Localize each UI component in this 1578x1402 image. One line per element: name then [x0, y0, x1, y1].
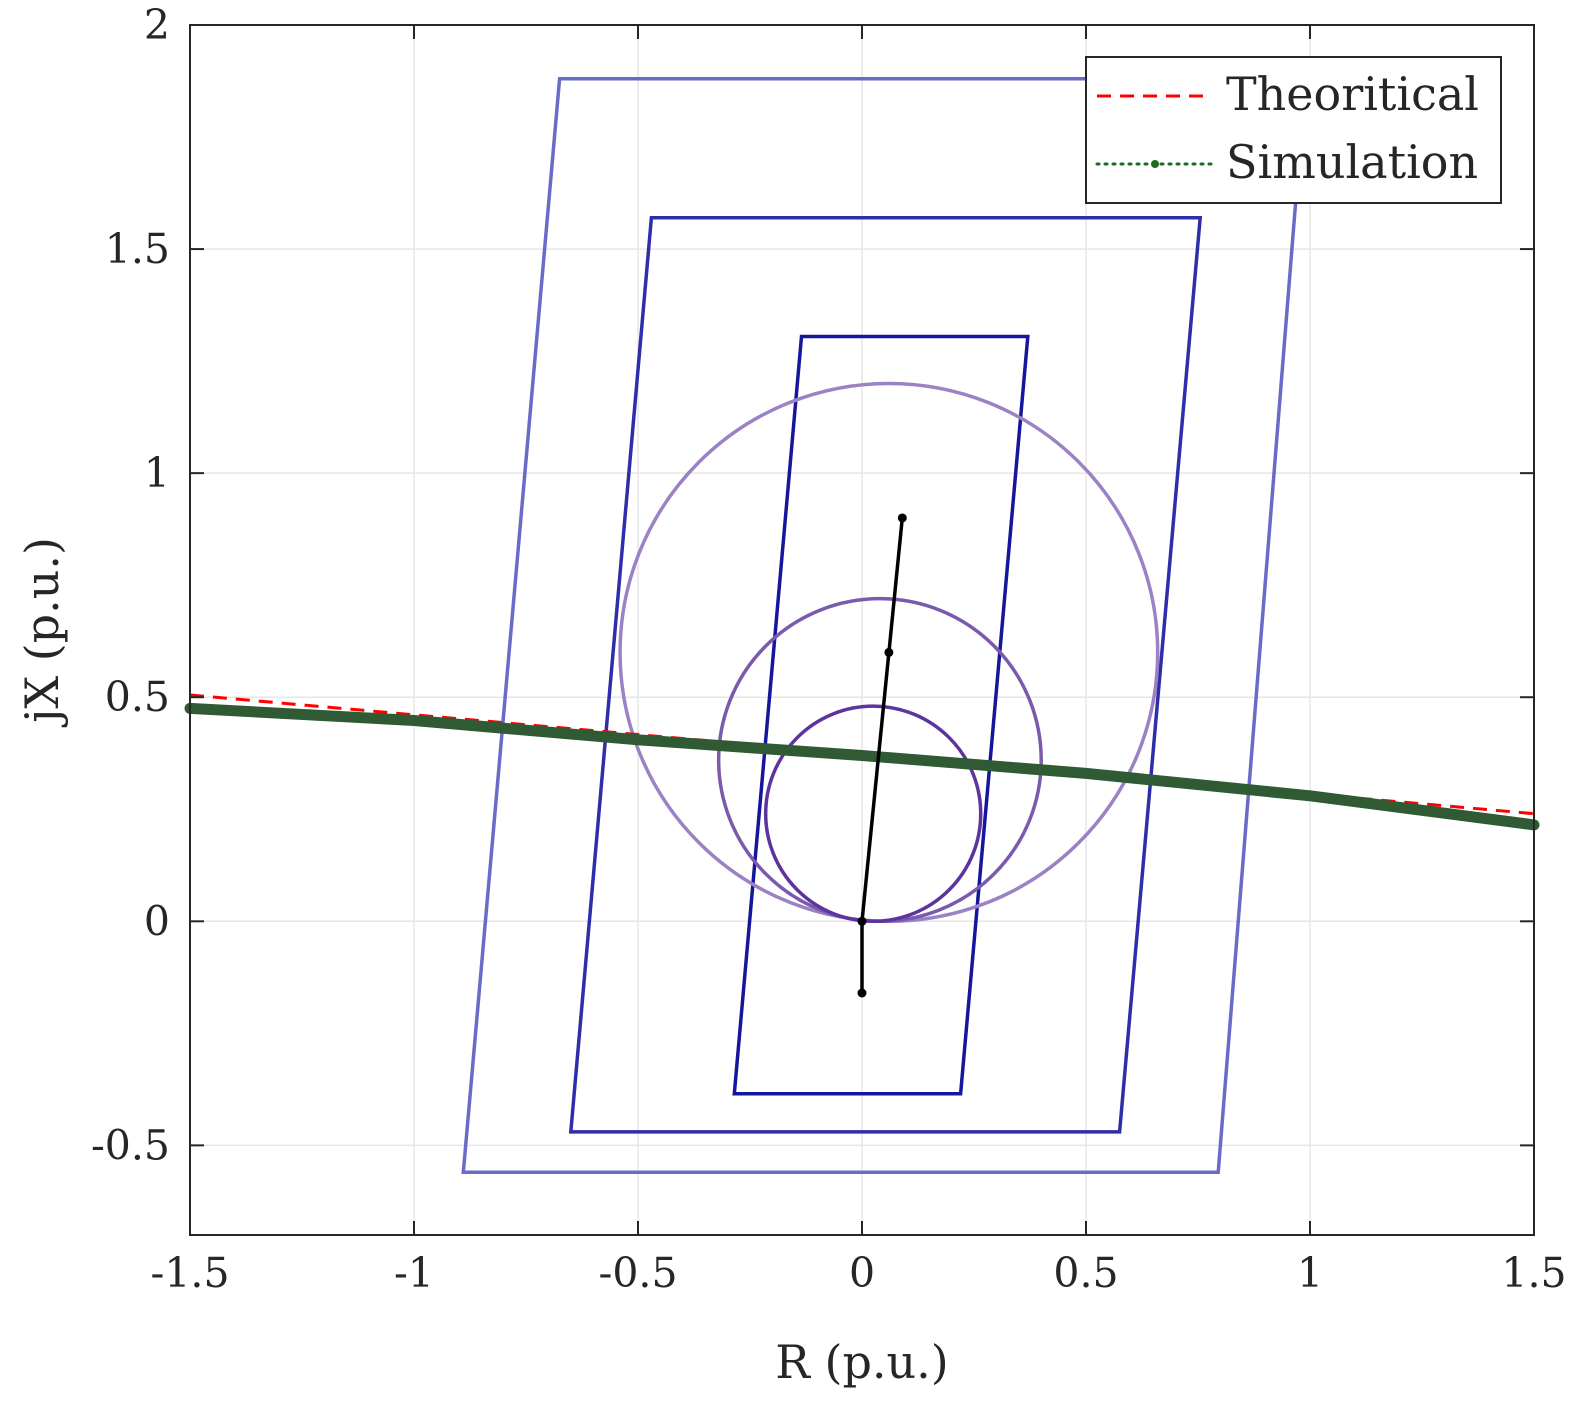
legend-marker-simulation — [1151, 160, 1159, 168]
x-tick-label: 1.5 — [1501, 1249, 1566, 1297]
x-tick-label: 1 — [1297, 1249, 1323, 1297]
x-tick-label: 0 — [849, 1249, 875, 1297]
line-impedance-point — [884, 647, 894, 657]
legend: Theoritical Simulation — [1085, 56, 1502, 204]
line-impedance-point — [857, 916, 867, 926]
y-tick-label: -0.5 — [91, 1121, 170, 1169]
zone-circle-6 — [763, 704, 983, 924]
x-axis-label: R (p.u.) — [775, 1335, 948, 1389]
protection-zones — [461, 77, 1308, 1175]
series-line-simulation — [184, 702, 1540, 831]
y-axis-label: jX (p.u.) — [15, 537, 69, 728]
line-impedance — [857, 513, 907, 998]
legend-box — [1085, 56, 1502, 204]
grid — [189, 24, 1535, 1235]
legend-label-simulation: Simulation — [1226, 135, 1478, 189]
x-tick-label: -1 — [394, 1249, 434, 1297]
zone-polygon-1 — [461, 77, 1308, 1175]
axis-ticks — [189, 24, 1535, 1235]
x-tick-label: -0.5 — [598, 1249, 677, 1297]
y-tick-label: 2 — [144, 1, 170, 49]
series-lines — [184, 693, 1540, 831]
x-tick-label: -1.5 — [150, 1249, 229, 1297]
zone-polygon-2 — [568, 215, 1203, 1134]
x-tick-label: 0.5 — [1053, 1249, 1118, 1297]
y-tick-label: 1 — [144, 449, 170, 497]
y-tick-label: 0.5 — [105, 673, 170, 721]
y-tick-label: 0 — [144, 897, 170, 945]
x-tick-labels: -1.5 -1 -0.5 0 0.5 1 1.5 — [150, 1249, 1566, 1297]
y-tick-labels: -0.5 0 0.5 1 1.5 2 — [91, 1, 170, 1169]
legend-label-theoritical: Theoritical — [1226, 67, 1479, 121]
line-impedance-point — [897, 513, 907, 523]
line-impedance-path — [860, 517, 905, 993]
zone-polygon-3 — [732, 334, 1030, 1096]
y-tick-label: 1.5 — [105, 225, 170, 273]
line-impedance-point — [857, 988, 867, 998]
